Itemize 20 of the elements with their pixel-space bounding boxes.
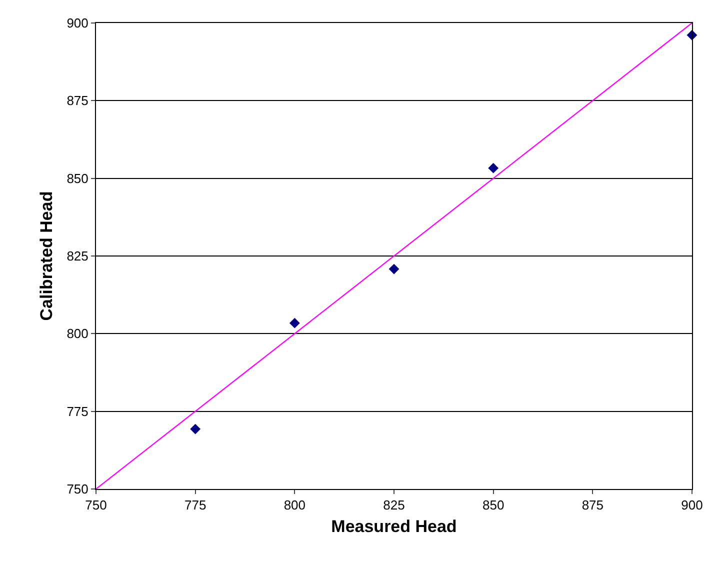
x-tick-label: 900: [681, 498, 703, 513]
y-tick-label: 900: [66, 16, 88, 31]
x-tick-label: 775: [184, 498, 206, 513]
y-tick-label: 875: [66, 93, 88, 108]
y-tick-label: 850: [66, 170, 88, 186]
x-tick-label: 800: [284, 498, 306, 513]
y-tick-label: 775: [66, 404, 88, 419]
x-tick-label: 750: [85, 498, 107, 513]
x-tick-label: 875: [582, 498, 604, 513]
x-tick-label: 825: [383, 498, 405, 513]
point: [488, 162, 499, 174]
x-axis-title: Measured Head: [331, 517, 457, 536]
y-tick-label: 825: [66, 248, 88, 264]
y-tick-label: 750: [66, 482, 88, 497]
x-tick-label: 850: [482, 498, 504, 513]
y-axis-title: Calibrated Head: [37, 191, 56, 321]
point: [289, 318, 300, 328]
point: [190, 424, 201, 434]
y-tick-label: 800: [66, 326, 88, 342]
point: [388, 264, 400, 274]
